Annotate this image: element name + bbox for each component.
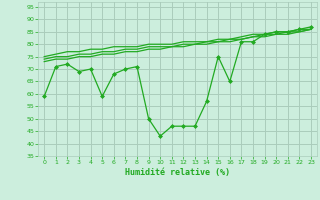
X-axis label: Humidité relative (%): Humidité relative (%) (125, 168, 230, 177)
